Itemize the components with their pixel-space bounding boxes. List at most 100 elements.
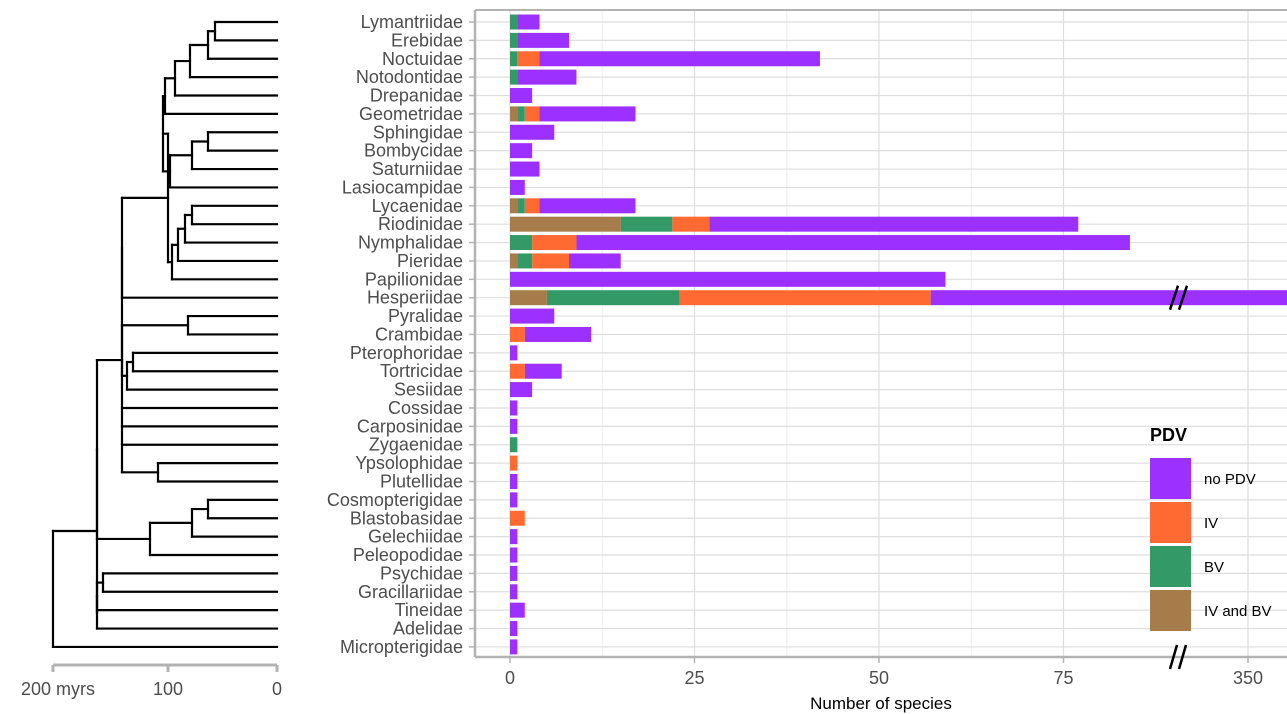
bar-segment [524,326,592,342]
bar-segment [510,326,525,342]
axis-break-mark [1177,644,1188,670]
bar-segment [510,235,533,251]
bar-segment [679,290,931,306]
bar-segment [510,69,518,85]
bar-segment [510,198,518,214]
family-label: Adelidae [393,619,463,639]
family-label: Notodontidae [356,67,463,87]
family-label: Blastobasidae [350,508,463,528]
family-label: Micropterigidae [340,637,463,657]
bar-segment [510,565,518,581]
bar-segment [510,529,518,545]
legend-label: IV and BV [1204,603,1272,620]
x-tick-label: 0 [505,668,515,688]
bar-segment [510,143,533,159]
axis-break-mark [1168,644,1179,670]
family-label: Lasiocampidae [342,177,463,197]
family-label: Bombycidae [364,141,463,161]
x-tick-label: 75 [1053,668,1073,688]
family-label: Hesperiidae [367,288,463,308]
bar-segment [510,510,525,526]
bar-segment [546,290,680,306]
bar-segment [510,32,518,48]
bar-segment [510,418,518,434]
legend-label: BV [1204,559,1224,576]
legend-swatch [1150,458,1191,499]
family-label: Riodinidae [378,214,463,234]
bar-segment [510,179,525,195]
family-label: Ypsolophidae [355,453,463,473]
bar-segment [517,32,570,48]
bar-segment [510,14,518,30]
family-label: Psychidae [380,563,463,583]
bar-segment [510,308,555,324]
bar-segment [517,51,540,67]
tree-time-axis: 200 myrs 100 0 [21,663,282,699]
bar-segment [510,88,533,104]
bar-segment [930,290,1287,306]
bar-segment [510,124,555,140]
bar-segment [510,400,518,416]
legend-swatch [1150,546,1191,587]
family-label: Lymantriidae [361,12,463,32]
break-mark [1168,285,1180,311]
legend-swatch [1150,590,1191,631]
family-label: Plutellidae [380,472,463,492]
family-label: Lycaenidae [372,196,463,216]
bar-segment [510,474,518,489]
phylogeny-tree [51,20,279,649]
tree-axis-label: 200 myrs [21,679,95,699]
tree-axis-tick-label: 0 [272,679,282,699]
bar-segment [532,235,577,251]
bar-segment [510,161,540,177]
family-label: Erebidae [391,30,463,50]
family-label: Carposinidae [357,416,463,436]
bar-segment [539,198,636,214]
bar-segment [517,14,540,30]
bar-segment [510,106,518,122]
family-label: Cosmopterigidae [327,490,463,510]
family-label: Pterophoridae [350,343,463,363]
family-label: Drepanidae [370,86,463,106]
bar-segment [524,198,540,214]
family-label: Geometridae [359,104,463,124]
family-label: Zygaenidae [369,435,463,455]
bars [510,14,1287,655]
legend: PDV no PDV IV BV IV and BV [1150,425,1272,631]
bar-segment [510,216,621,232]
legend-label: IV [1204,515,1218,532]
bar-segment [539,51,820,67]
bar-segment [620,216,673,232]
axes: 0 25 50 75 350 Number of species [469,9,1287,713]
bar-segment [510,455,518,471]
bar-segment [539,106,636,122]
family-labels: LymantriidaeErebidaeNoctuidaeNotodontida… [327,12,463,657]
bar-segment [672,216,710,232]
bar-segment [510,253,518,269]
bar-segment [517,253,533,269]
family-label: Tineidae [395,600,463,620]
bar-segment [517,198,525,214]
bar-segment [510,51,518,67]
bar-segment [510,492,518,508]
bar-segment [510,437,518,453]
bar-segment [510,602,525,618]
x-tick-label: 350 [1233,668,1263,688]
bar-segment [510,621,518,637]
family-label: Tortricidae [380,361,463,381]
legend-swatch [1150,502,1191,543]
bar-segment [510,639,518,655]
bar-segment [524,363,562,379]
family-label: Saturniidae [372,159,463,179]
bar-segment [510,290,547,306]
bar-segment [569,253,621,269]
bar-segment [517,106,525,122]
bar-segment [510,363,525,379]
bar-segment [517,69,577,85]
family-label: Pyralidae [388,306,463,326]
family-label: Crambidae [375,324,463,344]
family-label: Peleopodidae [353,545,463,565]
family-label: Sesiidae [394,380,463,400]
tree-axis-tick-label: 100 [153,679,183,699]
